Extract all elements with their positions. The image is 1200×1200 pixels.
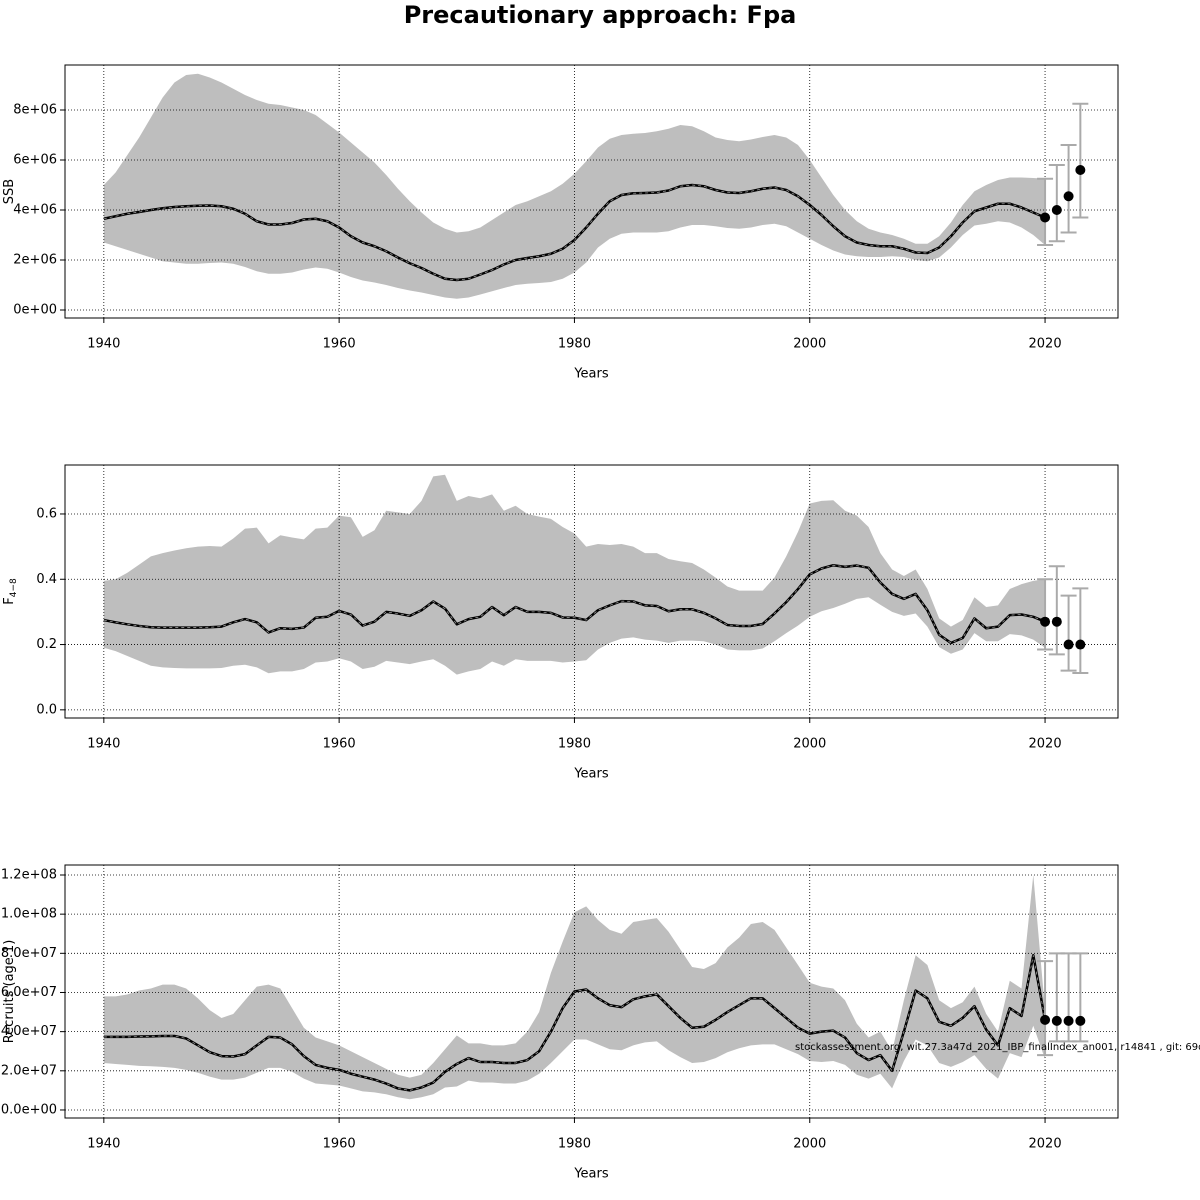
x-axis-label: Years <box>573 1167 609 1182</box>
x-tick-label: 2000 <box>793 337 826 352</box>
x-axis-label: Years <box>573 367 609 382</box>
note: stockassessment.org, wit.27.3a47d_2021_I… <box>795 1042 1200 1053</box>
y-tick-label: 0.0 <box>36 702 57 717</box>
x-tick-label: 1960 <box>323 737 356 752</box>
chart-title: Precautionary approach: Fpa <box>404 1 797 29</box>
point <box>1063 639 1074 650</box>
point <box>1075 165 1086 175</box>
y-tick-label: 4e+06 <box>13 203 57 218</box>
y-tick-label: 2e+06 <box>13 253 57 268</box>
y-axis-label-sub: 4−8 <box>9 578 19 597</box>
y-tick-label: 8e+06 <box>13 103 57 118</box>
point <box>1051 205 1062 215</box>
plot-frame <box>64 864 1119 1119</box>
point <box>1051 616 1062 627</box>
y-axis-label: SSB <box>2 179 17 204</box>
point <box>1063 1015 1074 1026</box>
point <box>1040 616 1051 627</box>
panel: 0e+00 2e+06 4e+06 6e+06 8e+06 1940 1960 1980 200… <box>2 64 1119 382</box>
panel: 0.0e+00 2.0e+07 4.0e+07 6.0e+07 8.0e+07 1.0e+… <box>1 864 1200 1182</box>
y-tick-label: 1.2e+08 <box>1 867 57 882</box>
y-tick-label: 6.0e+07 <box>1 985 57 1000</box>
confidence-band <box>103 874 1046 1100</box>
y-axis-label-text: F <box>2 597 17 604</box>
x-tick-label: 1940 <box>87 1137 120 1152</box>
y-tick-label: 8.0e+07 <box>1 946 57 961</box>
y-tick-label: 0.6 <box>36 506 57 521</box>
x-tick-label: 1940 <box>87 337 120 352</box>
y-tick-label: 2.0e+07 <box>1 1063 57 1078</box>
x-tick-label: 1940 <box>87 737 120 752</box>
y-tick-label: 4.0e+07 <box>1 1024 57 1039</box>
plot-frame <box>64 464 1119 719</box>
point <box>1063 191 1074 202</box>
x-tick-label: 1980 <box>558 737 591 752</box>
y-tick-label: 1.0e+08 <box>1 907 57 922</box>
y-axis-label-text: SSB <box>2 179 17 204</box>
x-axis-label: Years <box>573 767 609 782</box>
x-tick-label: 1980 <box>558 337 591 352</box>
point <box>1075 639 1086 650</box>
y-tick-label: 0.2 <box>36 637 57 652</box>
x-tick-label: 2020 <box>1029 737 1062 752</box>
y-tick-label: 0e+00 <box>13 303 57 318</box>
line-dash <box>103 564 1046 644</box>
x-tick-label: 2020 <box>1029 337 1062 352</box>
point <box>1075 1015 1086 1026</box>
y-tick-label: 6e+06 <box>13 153 57 168</box>
x-tick-label: 2000 <box>793 737 826 752</box>
y-axis-label-text: Recruits (age 1) <box>2 940 17 1044</box>
plot-frame <box>64 64 1119 319</box>
x-tick-label: 1960 <box>323 1137 356 1152</box>
plot-area <box>103 874 1047 1100</box>
x-tick-label: 1980 <box>558 1137 591 1152</box>
point <box>1051 1015 1062 1026</box>
panel: 0.0 0.2 0.4 0.6 1940 1960 1980 2000 2020 Years F4−… <box>2 464 1119 782</box>
point <box>1040 212 1051 223</box>
point <box>1040 1014 1051 1025</box>
y-tick-label: 0.0e+00 <box>1 1102 57 1117</box>
x-tick-label: 2000 <box>793 1137 826 1152</box>
y-axis-label: F4−8 <box>2 578 19 605</box>
y-tick-label: 0.4 <box>36 572 57 587</box>
x-tick-label: 2020 <box>1029 1137 1062 1152</box>
x-tick-label: 1960 <box>323 337 356 352</box>
y-axis-label: Recruits (age 1) <box>2 940 17 1044</box>
